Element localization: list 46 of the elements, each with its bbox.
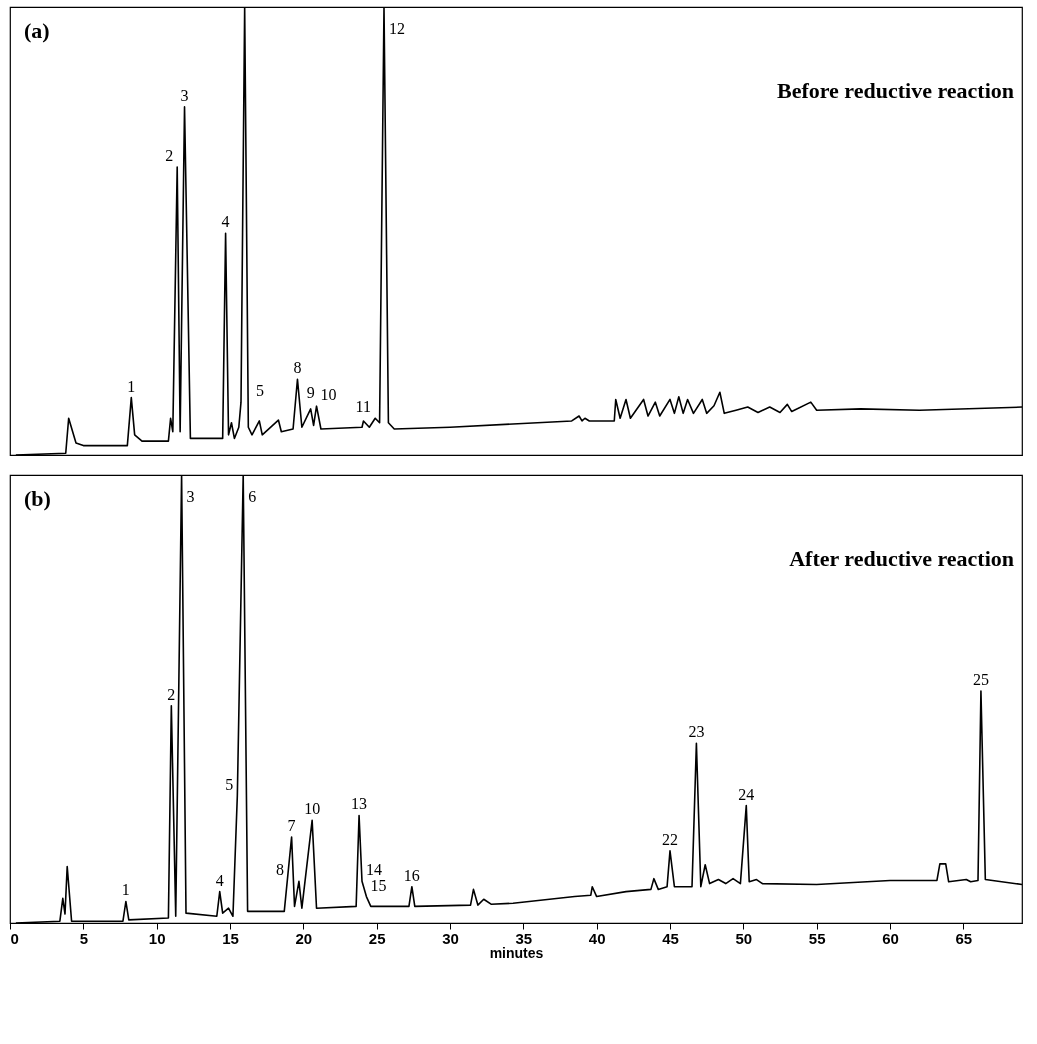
annotation: 9: [306, 383, 315, 401]
x-tick-label: 55: [808, 929, 826, 947]
annotation: 13: [351, 795, 368, 813]
text: (a): [24, 18, 50, 43]
annotation: 6: [248, 488, 257, 505]
x-tick-label: 60: [882, 929, 899, 947]
annotation: 23: [688, 723, 705, 741]
annotation: 10: [304, 800, 321, 818]
annotation: 4: [215, 871, 224, 889]
x-tick-label: 30: [442, 929, 459, 947]
x-tick-label: 0: [10, 929, 19, 947]
text: Before reductive reaction: [776, 78, 1014, 103]
annotation: 5: [225, 775, 234, 793]
x-tick-label: 25: [368, 929, 386, 947]
annotation: 4: [221, 213, 230, 231]
annotation: 24: [738, 785, 755, 803]
annotation: 8: [275, 861, 284, 879]
text: (b): [24, 486, 51, 511]
annotation: 3: [186, 488, 195, 505]
annotation: 22: [662, 830, 678, 848]
annotation: 8: [293, 359, 302, 377]
annotation: 2: [167, 685, 176, 703]
annotation: 5: [256, 382, 264, 400]
annotation: 2: [165, 146, 174, 164]
annotation: 7: [287, 816, 296, 834]
text: After reductive reaction: [789, 546, 1014, 571]
annotation: 15: [370, 876, 387, 894]
x-tick-label: 20: [295, 929, 313, 947]
annotation: 16: [403, 866, 420, 884]
x-axis-title: minutes: [489, 944, 544, 961]
x-tick-label: 50: [735, 929, 753, 947]
annotation: 1: [127, 377, 136, 395]
x-tick-label: 40: [588, 929, 606, 947]
x-tick-label: 45: [662, 929, 679, 947]
x-tick-label: 35: [515, 929, 533, 947]
annotation: 10: [320, 386, 337, 404]
annotation: 3: [180, 86, 189, 104]
annotation: 14: [366, 861, 382, 879]
annotation: 11: [355, 398, 371, 416]
x-tick-label: 5: [79, 929, 89, 947]
annotation: 1: [121, 881, 130, 899]
annotation: 25: [972, 670, 989, 688]
x-tick-label: 65: [955, 929, 973, 947]
x-tick-label: 15: [222, 929, 239, 947]
x-tick-label: 10: [148, 929, 166, 947]
annotation: 12: [389, 20, 405, 37]
